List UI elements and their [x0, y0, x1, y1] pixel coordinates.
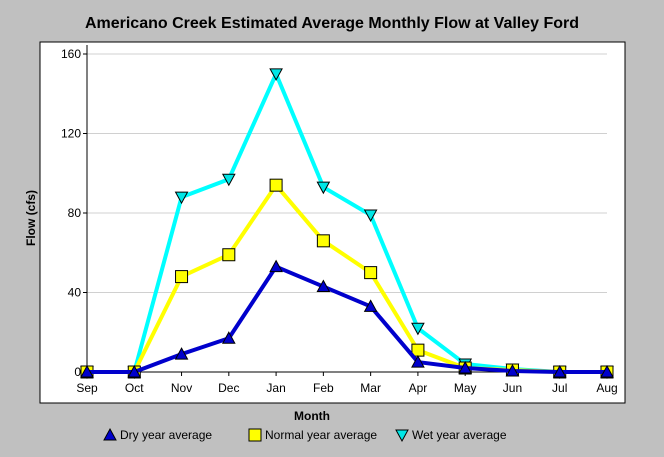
x-tick-label: Mar: [360, 381, 381, 395]
data-point: [269, 259, 283, 273]
x-tick-label: Sep: [76, 381, 98, 395]
data-point: [221, 331, 236, 344]
data-point: [458, 360, 473, 374]
data-point: [175, 270, 189, 284]
chart-title: Americano Creek Estimated Average Monthl…: [85, 15, 579, 32]
data-point: [552, 364, 567, 378]
data-point: [316, 279, 331, 293]
x-tick-label: Apr: [409, 381, 428, 395]
x-tick-label: Jan: [266, 381, 285, 395]
x-axis-title: Month: [294, 409, 330, 423]
x-tick-label: Nov: [171, 381, 192, 395]
x-axis-ticks: Sep Oct Nov Dec Jan Feb Mar Apr May Jun Jul Aug: [76, 372, 618, 395]
y-tick-label: 120: [61, 127, 81, 141]
legend-label: Dry year average: [120, 428, 212, 442]
data-point: [316, 234, 330, 248]
legend-label: Normal year average: [265, 428, 377, 442]
y-axis-title: Flow (cfs): [24, 190, 38, 246]
data-point: [80, 364, 94, 378]
x-tick-label: Dec: [218, 381, 239, 395]
data-point: [364, 266, 378, 280]
data-point: [269, 178, 283, 192]
legend-marker: [248, 428, 262, 442]
y-tick-label: 80: [68, 206, 82, 220]
x-tick-label: Feb: [313, 381, 334, 395]
data-point: [363, 299, 378, 312]
data-point: [411, 355, 425, 368]
data-point: [316, 181, 331, 195]
data-point: [363, 209, 378, 223]
plot-panel: [39, 41, 626, 404]
x-tick-label: Jul: [552, 381, 567, 395]
legend-marker: [395, 429, 409, 443]
data-point: [221, 173, 236, 187]
legend-marker: [103, 427, 117, 441]
x-tick-label: Jun: [503, 381, 522, 395]
data-point: [174, 191, 189, 205]
y-tick-label: 0: [74, 365, 81, 379]
x-tick-label: Oct: [125, 381, 144, 395]
x-tick-label: May: [454, 381, 477, 395]
series-line: [87, 264, 607, 374]
series-layer: [80, 68, 614, 380]
data-point: [411, 322, 425, 336]
data-point: [505, 363, 520, 377]
data-point: [269, 68, 283, 81]
series-triangle-up: [80, 259, 614, 378]
data-point: [600, 364, 614, 378]
y-tick-label: 160: [61, 47, 81, 61]
x-tick-label: Aug: [596, 381, 617, 395]
y-axis-ticks: 0 40 80 120 160: [61, 47, 87, 379]
y-tick-label: 40: [68, 286, 82, 300]
data-point: [222, 248, 236, 262]
data-point: [127, 364, 142, 378]
legend: Dry year average Normal year average Wet y…: [103, 427, 507, 443]
data-point: [174, 347, 189, 360]
legend-label: Wet year average: [412, 428, 507, 442]
